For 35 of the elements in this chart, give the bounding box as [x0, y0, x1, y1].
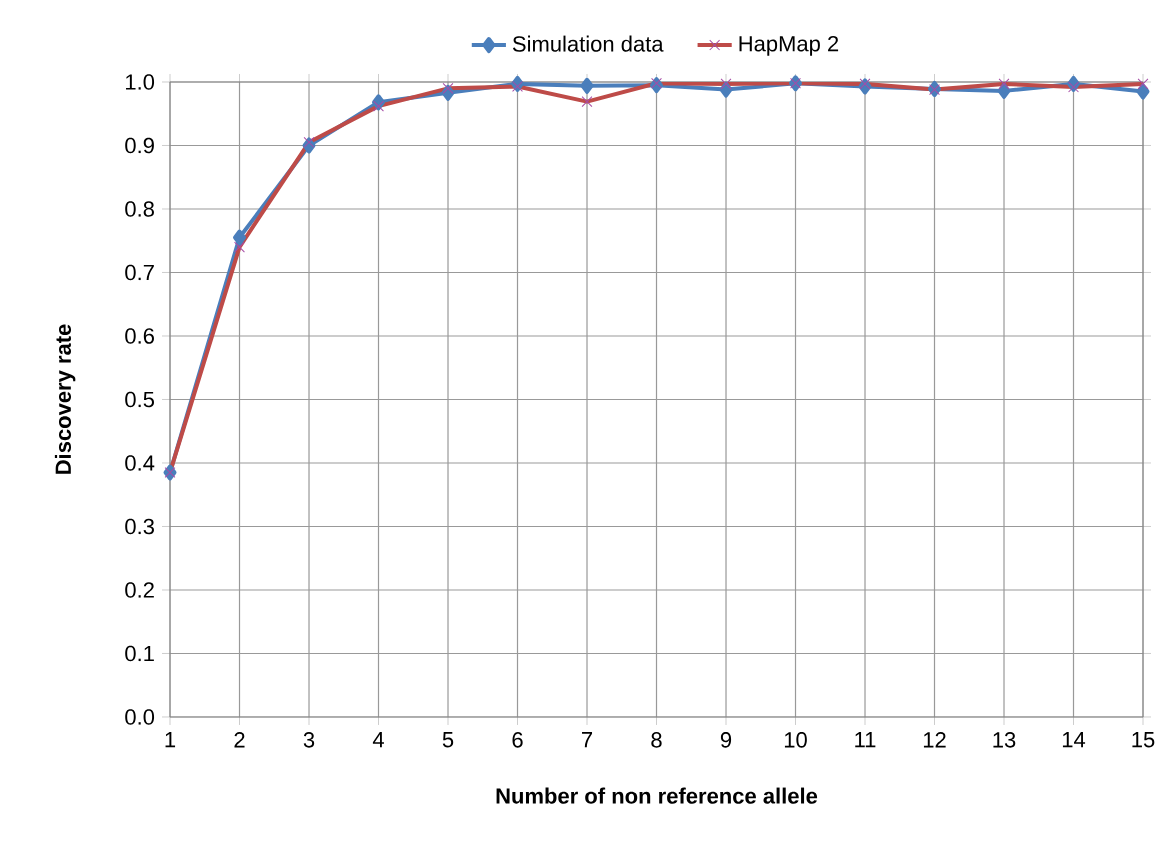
x-tick-label: 10 [784, 732, 807, 748]
y-tick-label: 0.6 [125, 328, 154, 344]
x-tick-label: 2 [234, 732, 245, 748]
point [719, 81, 733, 98]
y-tick-label: 0.1 [125, 645, 154, 662]
x-axis-title: Number of non reference allele [496, 787, 818, 804]
x-tick-label: 14 [1062, 732, 1086, 748]
y-tick-label: 0.0 [125, 709, 155, 725]
x-tick-label: 7 [582, 732, 593, 748]
y-tick-label: 0.9 [125, 137, 154, 154]
legend-label: HapMap 2 [739, 35, 839, 56]
x-tick-label: 4 [372, 732, 384, 748]
x-tick-label: 13 [993, 732, 1016, 748]
x-tick-label: 12 [923, 732, 946, 748]
x-tick-label: 11 [855, 732, 876, 748]
y-tick-label: 0.7 [125, 264, 154, 281]
y-tick-label: 0.4 [125, 455, 155, 471]
x-tick-label: 5 [442, 732, 454, 748]
y-tick-label: 0.5 [125, 391, 154, 408]
legend-label: Simulation data [512, 35, 664, 52]
y-tick-label: 0.8 [125, 201, 154, 217]
point [1136, 83, 1150, 100]
y-axis-title: Discovery rate [54, 324, 76, 474]
x-tick-label: 3 [303, 732, 315, 748]
point [580, 77, 594, 94]
y-tick-label: 1.0 [126, 74, 155, 90]
point [233, 229, 247, 246]
x-tick-label: 1 [165, 732, 176, 748]
x-tick-label: 6 [512, 732, 523, 748]
point [997, 82, 1011, 99]
x-tick-label: 15 [1132, 732, 1155, 748]
x-tick-label: 8 [651, 732, 662, 748]
x-tick-label: 9 [720, 732, 732, 748]
y-tick-label: 0.2 [125, 582, 154, 598]
y-tick-label: 0.3 [125, 518, 154, 535]
